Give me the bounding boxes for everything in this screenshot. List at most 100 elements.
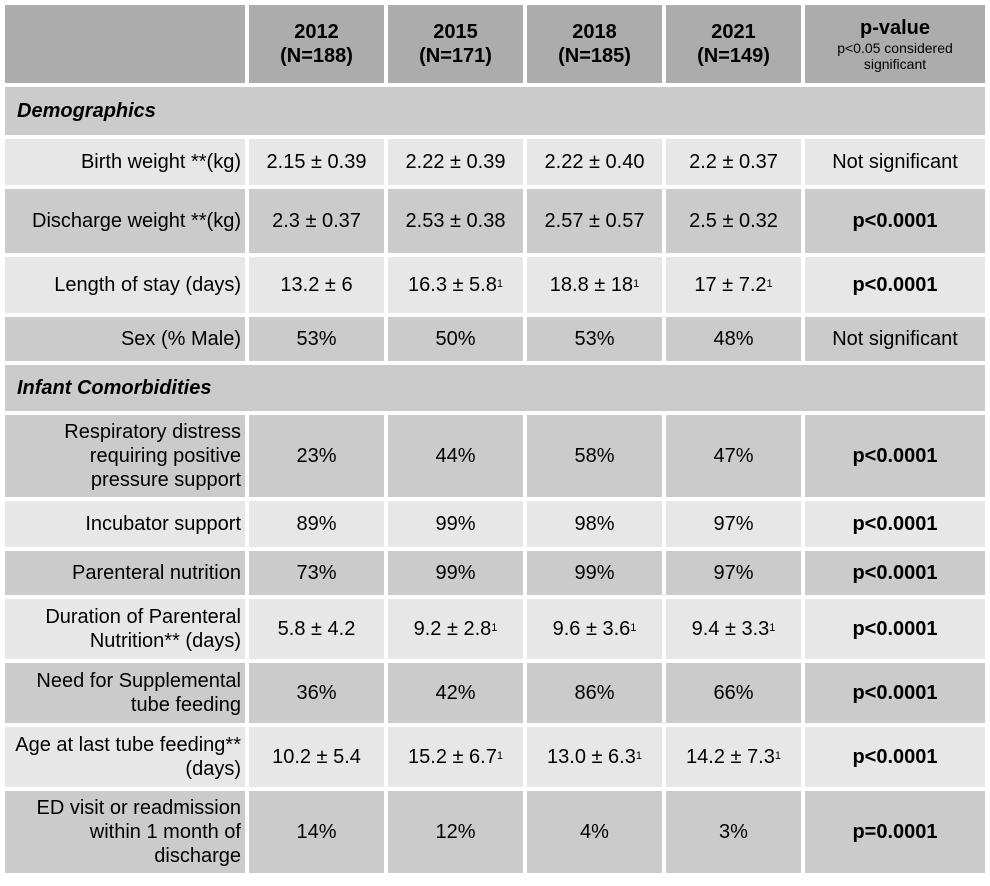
value-cell: 50%	[386, 315, 525, 363]
pvalue-cell: Not significant	[803, 137, 987, 187]
value-cell: 13.0 ± 6.3 1	[525, 725, 664, 789]
pvalue-cell: p<0.0001	[803, 597, 987, 661]
table-row-respiratory: Respiratory distress requiring positive …	[3, 413, 987, 499]
value-cell: 17 ± 7.2 1	[664, 255, 803, 315]
header-n: (N=185)	[558, 45, 631, 67]
value-text: 5.8 ± 4.2	[277, 618, 356, 640]
value-text: 9.2 ± 2.8	[413, 618, 492, 640]
pvalue-cell: p<0.0001	[803, 499, 987, 549]
pvalue-cell: p<0.0001	[803, 661, 987, 725]
value-cell: 2.5 ± 0.32	[664, 187, 803, 255]
value-cell: 13.2 ± 6	[247, 255, 386, 315]
table-row-ed-visit: ED visit or readmission within 1 month o…	[3, 789, 987, 875]
table-row-sex: Sex (% Male) 53% 50% 53% 48% Not signifi…	[3, 315, 987, 363]
pvalue-cell: p<0.0001	[803, 725, 987, 789]
row-label: Incubator support	[3, 499, 247, 549]
header-year-2018: 2018 (N=185)	[525, 3, 664, 85]
table-row-tube-feeding: Need for Supplemental tube feeding 36% 4…	[3, 661, 987, 725]
table-row-incubator: Incubator support 89% 99% 98% 97% p<0.00…	[3, 499, 987, 549]
value-cell: 44%	[386, 413, 525, 499]
header-year-2021: 2021 (N=149)	[664, 3, 803, 85]
value-cell: 47%	[664, 413, 803, 499]
value-cell: 15.2 ± 6.7 1	[386, 725, 525, 789]
value-text: 17 ± 7.2	[694, 274, 767, 296]
section-title: Demographics	[3, 85, 987, 137]
value-text: 9.6 ± 3.6	[552, 618, 631, 640]
value-cell: 99%	[386, 549, 525, 597]
value-cell: 2.22 ± 0.39	[386, 137, 525, 187]
value-cell: 48%	[664, 315, 803, 363]
value-cell: 97%	[664, 549, 803, 597]
value-cell: 73%	[247, 549, 386, 597]
table-header-row: 2012 (N=188) 2015 (N=171) 2018 (N=185) 2021…	[3, 3, 987, 85]
pvalue-cell: Not significant	[803, 315, 987, 363]
header-year: 2021	[711, 21, 756, 43]
section-comorbidities: Infant Comorbidities	[3, 363, 987, 413]
value-text: 18.8 ± 18	[549, 274, 634, 296]
value-cell: 23%	[247, 413, 386, 499]
row-label: Discharge weight **(kg)	[3, 187, 247, 255]
value-cell: 2.22 ± 0.40	[525, 137, 664, 187]
value-cell: 66%	[664, 661, 803, 725]
table-row-length-of-stay: Length of stay (days) 13.2 ± 6 16.3 ± 5.…	[3, 255, 987, 315]
value-cell: 53%	[525, 315, 664, 363]
header-n: (N=171)	[419, 45, 492, 67]
value-cell: 9.6 ± 3.6 1	[525, 597, 664, 661]
value-cell: 2.57 ± 0.57	[525, 187, 664, 255]
table-row-discharge-weight: Discharge weight **(kg) 2.3 ± 0.37 2.53 …	[3, 187, 987, 255]
value-cell: 99%	[525, 549, 664, 597]
value-cell: 9.4 ± 3.3 1	[664, 597, 803, 661]
value-cell: 10.2 ± 5.4	[247, 725, 386, 789]
value-cell: 16.3 ± 5.8 1	[386, 255, 525, 315]
value-cell: 2.3 ± 0.37	[247, 187, 386, 255]
value-cell: 9.2 ± 2.8 1	[386, 597, 525, 661]
row-label: Length of stay (days)	[3, 255, 247, 315]
table-row-parenteral: Parenteral nutrition 73% 99% 99% 97% p<0…	[3, 549, 987, 597]
row-label: Age at last tube feeding** (days)	[3, 725, 247, 789]
value-cell: 14.2 ± 7.3 1	[664, 725, 803, 789]
value-text: 15.2 ± 6.7	[408, 746, 497, 768]
header-n: (N=188)	[280, 45, 353, 67]
value-cell: 53%	[247, 315, 386, 363]
value-cell: 86%	[525, 661, 664, 725]
value-cell: 2.15 ± 0.39	[247, 137, 386, 187]
section-title: Infant Comorbidities	[3, 363, 987, 413]
value-cell: 2.53 ± 0.38	[386, 187, 525, 255]
section-demographics: Demographics	[3, 85, 987, 137]
value-text: 16.3 ± 5.8	[408, 274, 497, 296]
value-text: 10.2 ± 5.4	[272, 746, 361, 768]
header-pvalue-title: p-value	[859, 17, 931, 39]
header-pvalue-sub: p<0.05 considered significant	[837, 40, 953, 72]
row-label: Parenteral nutrition	[3, 549, 247, 597]
value-cell: 98%	[525, 499, 664, 549]
row-label: ED visit or readmission within 1 month o…	[3, 789, 247, 875]
pvalue-cell: p<0.0001	[803, 255, 987, 315]
value-text: 14.2 ± 7.3	[686, 746, 775, 768]
value-cell: 42%	[386, 661, 525, 725]
value-cell: 5.8 ± 4.2	[247, 597, 386, 661]
value-cell: 14%	[247, 789, 386, 875]
pvalue-cell: p<0.0001	[803, 549, 987, 597]
value-cell: 18.8 ± 18 1	[525, 255, 664, 315]
value-cell: 3%	[664, 789, 803, 875]
table-row-birth-weight: Birth weight **(kg) 2.15 ± 0.39 2.22 ± 0…	[3, 137, 987, 187]
value-cell: 12%	[386, 789, 525, 875]
value-cell: 36%	[247, 661, 386, 725]
header-year: 2012	[294, 21, 339, 43]
value-cell: 97%	[664, 499, 803, 549]
value-text: 9.4 ± 3.3	[691, 618, 770, 640]
pvalue-cell: p<0.0001	[803, 413, 987, 499]
table-row-age-last-tube: Age at last tube feeding** (days) 10.2 ±…	[3, 725, 987, 789]
row-label: Respiratory distress requiring positive …	[3, 413, 247, 499]
table-row-duration-pn: Duration of Parenteral Nutrition** (days…	[3, 597, 987, 661]
row-label: Duration of Parenteral Nutrition** (days…	[3, 597, 247, 661]
row-label: Need for Supplemental tube feeding	[3, 661, 247, 725]
pvalue-cell: p<0.0001	[803, 187, 987, 255]
value-text: 13.0 ± 6.3	[547, 746, 636, 768]
header-pvalue: p-value p<0.05 considered significant	[803, 3, 987, 85]
value-cell: 99%	[386, 499, 525, 549]
value-cell: 2.2 ± 0.37	[664, 137, 803, 187]
header-year-2012: 2012 (N=188)	[247, 3, 386, 85]
row-label: Birth weight **(kg)	[3, 137, 247, 187]
header-n: (N=149)	[697, 45, 770, 67]
